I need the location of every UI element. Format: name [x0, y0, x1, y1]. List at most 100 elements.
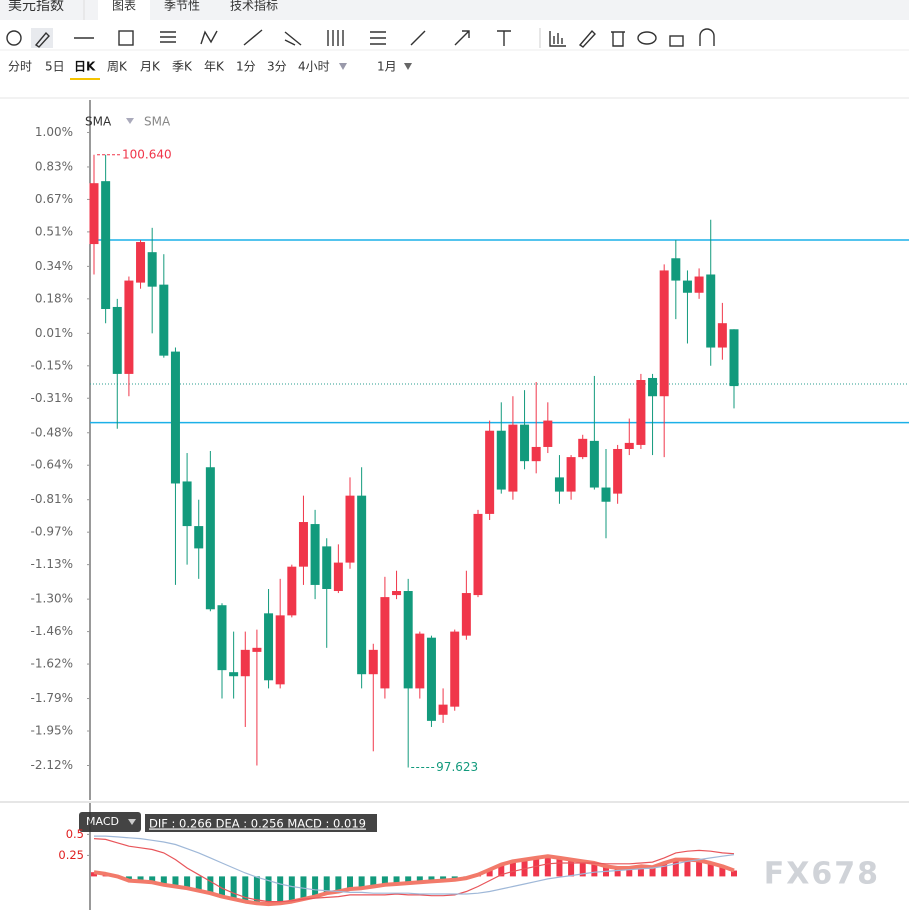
period-button[interactable]: 1分 [236, 60, 256, 74]
high-label: 100.640 [122, 147, 172, 161]
macd-bar [556, 857, 563, 877]
macd-bar [393, 876, 400, 884]
macd-bar [91, 872, 97, 877]
candle-body [648, 377, 658, 397]
tool-icon[interactable] [6, 30, 22, 46]
macd-bar [568, 859, 575, 877]
period-button[interactable]: 周K [107, 60, 128, 74]
candle-body [729, 329, 739, 387]
macd-badge[interactable] [79, 812, 141, 832]
tool-icon[interactable] [578, 29, 596, 48]
y-tick-label: -1.46% [31, 624, 73, 638]
candle-body [217, 605, 227, 671]
macd-bar [579, 861, 586, 877]
tab[interactable]: 图表 [112, 0, 136, 13]
y-tick-label: -0.64% [31, 458, 73, 472]
y-tick-label: -1.13% [31, 557, 73, 571]
period-button[interactable]: 季K [172, 60, 193, 74]
tool-icon[interactable] [669, 35, 684, 47]
macd-bar [509, 861, 516, 877]
y-tick-label: -1.30% [31, 592, 73, 606]
y-tick-label: 0.67% [35, 192, 73, 206]
candle-body [624, 442, 634, 449]
macd-bar [242, 876, 249, 902]
period-button[interactable]: 5日 [45, 60, 65, 74]
macd-bar [428, 876, 435, 882]
macd-bar [591, 862, 598, 877]
dropdown-arrow[interactable] [126, 118, 134, 124]
candle-body [310, 524, 320, 585]
macd-bar [614, 868, 621, 877]
y-tick-label: -0.31% [31, 391, 73, 405]
tool-icon[interactable] [637, 31, 657, 45]
period-button[interactable]: 月K [140, 60, 161, 74]
candle-body [147, 252, 157, 287]
y-tick-label: 0.25 [58, 848, 84, 862]
macd-legend: DIF : 0.266 DEA : 0.256 MACD : 0.019 [149, 817, 366, 831]
tool-icon[interactable] [34, 31, 50, 48]
tab[interactable]: 技术指标 [230, 0, 278, 13]
macd-bar [544, 856, 551, 877]
candle-body [112, 306, 122, 374]
y-tick-label: -1.62% [31, 657, 73, 671]
macd-bar [312, 876, 319, 897]
y-tick-label: 0.18% [35, 291, 73, 305]
macd-bar [335, 876, 342, 892]
candle-body [496, 430, 506, 490]
dropdown-arrow[interactable] [404, 63, 412, 70]
period-button[interactable]: 4小时 [298, 60, 330, 74]
candle-body [613, 448, 623, 494]
range-button[interactable]: 1月 [377, 60, 397, 74]
candle-body [531, 446, 541, 462]
macd-line [93, 854, 735, 907]
macd-bar [440, 876, 447, 881]
candle-body [636, 380, 646, 445]
tool-icon[interactable] [327, 30, 344, 46]
candle-body [554, 477, 564, 492]
indicator-line [93, 838, 735, 903]
tool-icon[interactable] [370, 31, 386, 45]
tool-icon[interactable] [243, 29, 263, 46]
dropdown-arrow[interactable] [128, 819, 136, 825]
macd-bar [160, 876, 167, 885]
tool-icon[interactable] [611, 31, 625, 47]
tab[interactable]: 季节性 [164, 0, 200, 13]
tool-icon[interactable] [549, 31, 566, 47]
candle-body [520, 424, 530, 462]
macd-bar [137, 876, 144, 882]
period-button[interactable]: 3分 [267, 60, 287, 74]
tool-icon[interactable] [284, 31, 302, 46]
candle-body [170, 351, 180, 484]
tool-icon[interactable] [410, 30, 426, 46]
tab[interactable]: 美元指数 [8, 0, 64, 14]
tool-icon[interactable] [699, 28, 715, 46]
watermark: FX678 [764, 857, 880, 892]
tool-icon[interactable] [200, 30, 218, 45]
tool-icon[interactable] [118, 30, 134, 46]
candle-body [508, 424, 518, 492]
candle-body [392, 591, 402, 596]
macd-bar [731, 870, 737, 877]
dropdown-arrow[interactable] [339, 63, 347, 70]
macd-bar [207, 876, 214, 894]
y-tick-label: -1.95% [31, 724, 73, 738]
candle-body [264, 613, 274, 681]
candle-body [322, 546, 332, 589]
y-tick-label: -0.15% [31, 358, 73, 372]
macd-bar [521, 859, 528, 877]
tool-icon[interactable] [454, 30, 470, 46]
macd-bar [416, 876, 423, 883]
candle-body [136, 242, 146, 283]
candle-body [101, 181, 111, 309]
period-button[interactable]: 日K [74, 60, 96, 74]
tool-icon[interactable] [497, 30, 511, 46]
candle-body [403, 591, 413, 689]
tool-icon[interactable] [160, 31, 176, 43]
candle-body [694, 276, 704, 293]
macd-bar [149, 876, 156, 883]
period-button[interactable]: 分时 [8, 60, 32, 74]
candle-body [438, 704, 448, 715]
period-button[interactable]: 年K [204, 60, 225, 74]
